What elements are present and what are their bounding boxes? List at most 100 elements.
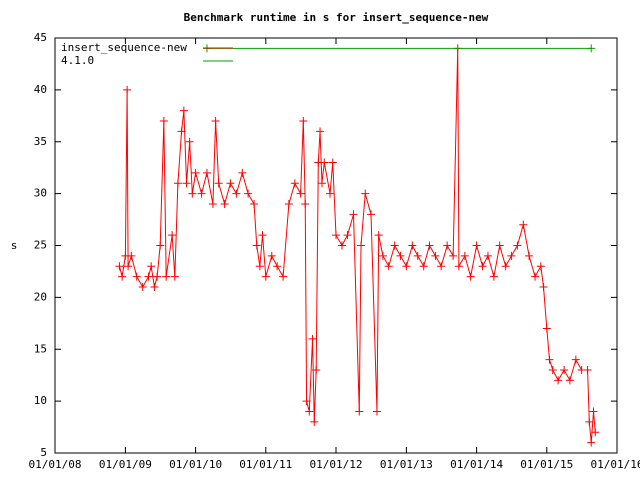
point-marker (587, 438, 596, 447)
y-tick-label: 25 (34, 239, 47, 252)
x-tick-label: 01/01/13 (380, 458, 433, 471)
point-marker (378, 251, 387, 260)
chart-title: Benchmark runtime in s for insert_sequen… (184, 11, 489, 24)
y-tick-label: 10 (34, 394, 47, 407)
point-marker (531, 272, 540, 281)
point-marker (542, 324, 551, 333)
point-marker (296, 189, 305, 198)
point-marker (483, 251, 492, 260)
point-marker (589, 407, 598, 416)
point-marker (328, 158, 337, 167)
point-marker (284, 200, 293, 208)
point-marker (208, 200, 217, 208)
point-marker (361, 189, 370, 198)
point-marker (326, 189, 335, 198)
point-marker (308, 334, 317, 343)
point-marker (372, 407, 381, 416)
y-tick-label: 45 (34, 31, 47, 44)
point-marker (258, 231, 267, 240)
point-marker (159, 117, 168, 125)
point-marker (587, 44, 596, 53)
point-marker (332, 231, 340, 240)
legend-label: 4.1.0 (61, 54, 94, 67)
point-marker (305, 407, 314, 416)
point-marker (312, 366, 321, 374)
y-tick-label: 15 (34, 342, 47, 355)
point-marker (124, 262, 133, 271)
point-marker (162, 272, 171, 281)
point-marker (138, 283, 147, 291)
point-marker (585, 417, 594, 426)
point-marker (519, 220, 528, 229)
point-marker (449, 251, 458, 260)
point-marker (513, 241, 522, 250)
point-marker (214, 179, 223, 188)
point-marker (560, 366, 569, 374)
point-marker (320, 158, 329, 167)
point-marker (168, 231, 177, 240)
point-marker (355, 407, 364, 416)
point-marker (357, 241, 366, 250)
point-marker (591, 428, 600, 437)
point-marker (179, 106, 188, 115)
point-marker (565, 376, 574, 385)
point-marker (390, 241, 399, 250)
y-tick-label: 20 (34, 290, 47, 303)
point-marker (367, 210, 376, 219)
x-tick-label: 01/01/11 (239, 458, 292, 471)
point-marker (279, 272, 288, 281)
point-marker (349, 210, 358, 219)
y-axis-label: s (11, 239, 18, 252)
y-tick-label: 5 (40, 446, 47, 459)
point-marker (255, 262, 264, 271)
x-tick-label: 01/01/08 (29, 458, 82, 471)
point-marker (273, 262, 282, 271)
point-marker (185, 137, 194, 146)
point-marker (302, 397, 311, 406)
point-marker (460, 251, 469, 260)
point-marker (170, 272, 179, 281)
x-tick-label: 01/01/14 (450, 458, 503, 471)
point-marker (173, 179, 182, 188)
point-marker (489, 272, 498, 281)
point-marker (211, 117, 220, 125)
point-marker (317, 179, 326, 188)
point-marker (343, 231, 352, 240)
x-tick-label: 01/01/16 (591, 458, 640, 471)
x-tick-label: 01/01/09 (99, 458, 152, 471)
point-marker (402, 262, 411, 271)
point-marker (238, 168, 247, 177)
point-marker (437, 262, 446, 271)
point-marker (197, 189, 206, 198)
point-marker (548, 366, 557, 374)
point-marker (425, 241, 434, 250)
point-marker (525, 251, 534, 260)
point-marker (290, 179, 299, 188)
point-marker (431, 251, 440, 260)
point-marker (337, 241, 346, 250)
point-marker (536, 262, 545, 271)
point-marker (182, 179, 191, 188)
x-tick-label: 01/01/12 (310, 458, 363, 471)
point-marker (539, 283, 548, 291)
point-marker (316, 127, 325, 136)
point-marker (299, 117, 308, 125)
point-marker (250, 200, 259, 208)
point-marker (115, 262, 124, 271)
point-marker (419, 262, 428, 271)
point-marker (191, 168, 200, 177)
y-tick-label: 30 (34, 187, 47, 200)
point-marker (310, 417, 319, 426)
point-marker (188, 189, 197, 198)
point-marker (127, 251, 136, 260)
point-marker (132, 272, 141, 281)
point-marker (374, 231, 383, 240)
point-marker (220, 200, 229, 208)
point-marker (123, 85, 132, 94)
point-marker (466, 272, 475, 281)
point-marker (232, 189, 241, 198)
x-tick-label: 01/01/10 (169, 458, 222, 471)
point-marker (571, 355, 580, 364)
legend-label: insert_sequence-new (61, 41, 187, 54)
